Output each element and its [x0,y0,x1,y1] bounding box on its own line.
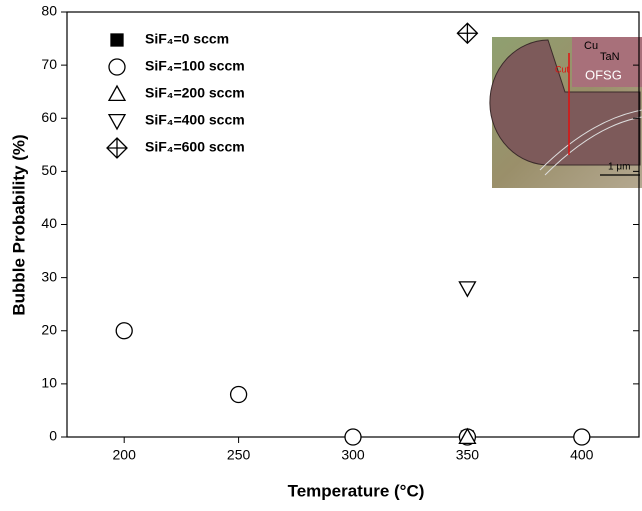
x-axis-title: Temperature (°C) [288,481,425,500]
legend-label: SiF₄=200 sccm [145,85,245,101]
marker [115,322,133,340]
marker [344,428,362,446]
marker [106,137,128,159]
x-tick-label: 400 [570,447,594,463]
marker [110,33,124,47]
marker [458,281,477,298]
y-tick-label: 50 [41,162,57,178]
marker [458,427,477,445]
y-axis-title: Bubble Probability (%) [9,134,28,315]
inset-label: OFSG [585,67,622,82]
marker [456,22,479,45]
y-tick-label: 30 [41,268,57,284]
inset-label: 1 μm [608,162,630,173]
x-tick-label: 300 [341,447,365,463]
y-tick-label: 0 [49,428,57,444]
inset-label: Cu [584,40,598,52]
legend-label: SiF₄=400 sccm [145,112,245,128]
legend-label: SiF₄=100 sccm [145,58,245,74]
inset-image: Cu TaN OFSG Cut 1 μm [489,37,642,188]
y-tick-label: 20 [41,321,57,337]
y-tick-label: 60 [41,109,57,125]
x-tick-label: 200 [113,447,137,463]
marker [229,385,248,404]
y-tick-label: 10 [41,375,57,391]
legend-label: SiF₄=0 sccm [145,31,229,47]
marker [573,428,591,446]
x-tick-label: 350 [456,447,480,463]
legend-label: SiF₄=600 sccm [145,139,245,155]
marker [108,58,126,76]
y-tick-label: 40 [41,215,57,231]
marker [107,113,127,131]
x-tick-label: 250 [227,447,251,463]
marker [107,84,127,102]
inset-label: TaN [600,51,620,63]
y-tick-label: 80 [41,3,57,19]
inset-label: Cut [555,64,570,74]
y-tick-label: 70 [41,56,57,72]
